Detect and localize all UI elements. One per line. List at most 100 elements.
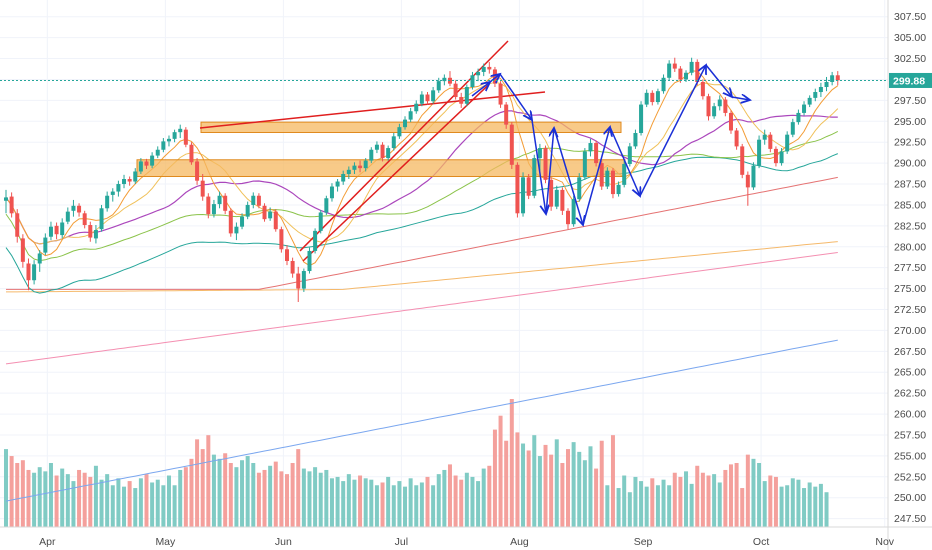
price-tick-label: 285.00 <box>894 199 926 211</box>
volume-bar <box>532 435 537 527</box>
candle-body <box>217 195 222 205</box>
candle-body <box>734 130 739 147</box>
price-tick-label: 247.50 <box>894 513 926 525</box>
volume-bar <box>245 456 250 527</box>
candle-body <box>172 132 177 139</box>
volume-bar <box>341 481 346 527</box>
candle-body <box>571 199 576 225</box>
candle-body <box>341 173 346 182</box>
volume-bar <box>262 469 267 527</box>
candle-body <box>329 186 334 199</box>
candle-body <box>740 146 745 175</box>
volume-bar <box>211 454 216 527</box>
candle-body <box>358 165 363 169</box>
candle-body <box>633 133 638 147</box>
candle-body <box>470 75 475 87</box>
candle-body <box>588 143 593 152</box>
time-tick-label: Jun <box>275 536 292 548</box>
volume-bar <box>622 475 627 527</box>
volume-bar <box>155 479 160 527</box>
candle-body <box>403 119 408 128</box>
candle-body <box>549 179 554 207</box>
candle-body <box>650 92 655 103</box>
volume-bar <box>161 485 166 527</box>
w-pattern-segment <box>471 82 490 97</box>
w-pattern-segment <box>489 74 500 82</box>
volume-bar <box>504 440 509 527</box>
price-tick-label: 252.50 <box>894 471 926 483</box>
candle-body <box>200 180 205 197</box>
volume-bar <box>228 463 233 527</box>
candle-body <box>543 148 548 180</box>
volume-bar <box>442 469 447 527</box>
candle-body <box>296 273 301 289</box>
candle-body <box>15 213 20 237</box>
volume-bar <box>464 472 469 527</box>
volume-bar <box>352 479 357 527</box>
volume-bar <box>54 475 59 527</box>
candle-body <box>751 165 756 188</box>
candle-body <box>762 134 767 140</box>
price-tick-label: 295.00 <box>894 116 926 128</box>
volume-bar <box>802 488 807 527</box>
time-tick-label: May <box>155 536 176 548</box>
volume-bar <box>492 429 497 527</box>
volume-bar <box>290 463 295 527</box>
price-tick-label: 265.00 <box>894 367 926 379</box>
candle-body <box>374 144 379 150</box>
time-axis[interactable]: Apr May Jun Jul Aug Sep Oct Nov <box>0 526 932 548</box>
candle-body <box>127 179 132 182</box>
volume-bar <box>543 444 548 527</box>
candle-body <box>408 111 413 120</box>
volume-bar <box>363 478 368 527</box>
volume-bar <box>296 449 301 527</box>
volume-bar <box>549 454 554 527</box>
volume-bar <box>183 467 188 527</box>
price-tick-label: 287.50 <box>894 179 926 191</box>
candle-body <box>414 103 419 112</box>
candle-body <box>301 271 306 289</box>
volume-bar <box>391 485 396 527</box>
volume-bar <box>386 476 391 527</box>
volume-bar <box>498 415 503 527</box>
volume-bar <box>374 485 379 527</box>
candle-body <box>71 205 76 211</box>
candle-body <box>661 77 666 92</box>
volume-bar <box>285 474 289 527</box>
volume-bar <box>751 458 756 527</box>
volume-bar <box>807 482 812 527</box>
candle-body <box>211 204 216 215</box>
volume-bar <box>223 453 228 527</box>
volume-bar <box>436 474 441 527</box>
w-pattern-segment <box>582 127 610 226</box>
candle-body <box>425 94 430 102</box>
volume-bar <box>566 449 570 527</box>
candle-body <box>155 149 160 156</box>
volume-bar <box>15 463 20 527</box>
price-tick-label: 302.50 <box>894 53 926 65</box>
w-pattern-segment <box>609 126 640 196</box>
candle-body <box>566 210 570 225</box>
candle-body <box>509 124 514 165</box>
volume-bar <box>616 488 621 527</box>
w-pattern-segment <box>553 127 583 225</box>
volume-bar <box>459 479 464 527</box>
candle-body <box>144 161 149 166</box>
moving-average-lines <box>5 70 839 502</box>
volume-bar <box>166 475 171 527</box>
ma-line-green <box>5 130 839 262</box>
volume-bar <box>217 458 222 527</box>
volume-bar <box>588 446 593 527</box>
volume-bar <box>521 443 526 527</box>
candle-body <box>285 249 289 261</box>
volume-bar <box>740 488 745 527</box>
candle-body <box>335 181 340 187</box>
candle-body <box>481 66 486 72</box>
candle-body <box>77 205 82 213</box>
candle-body <box>487 66 492 70</box>
candle-body <box>599 163 604 187</box>
candle-body <box>706 96 711 117</box>
price-tick-label: 297.50 <box>894 95 926 107</box>
volume-bar <box>644 486 649 527</box>
volume-bar <box>144 474 149 527</box>
